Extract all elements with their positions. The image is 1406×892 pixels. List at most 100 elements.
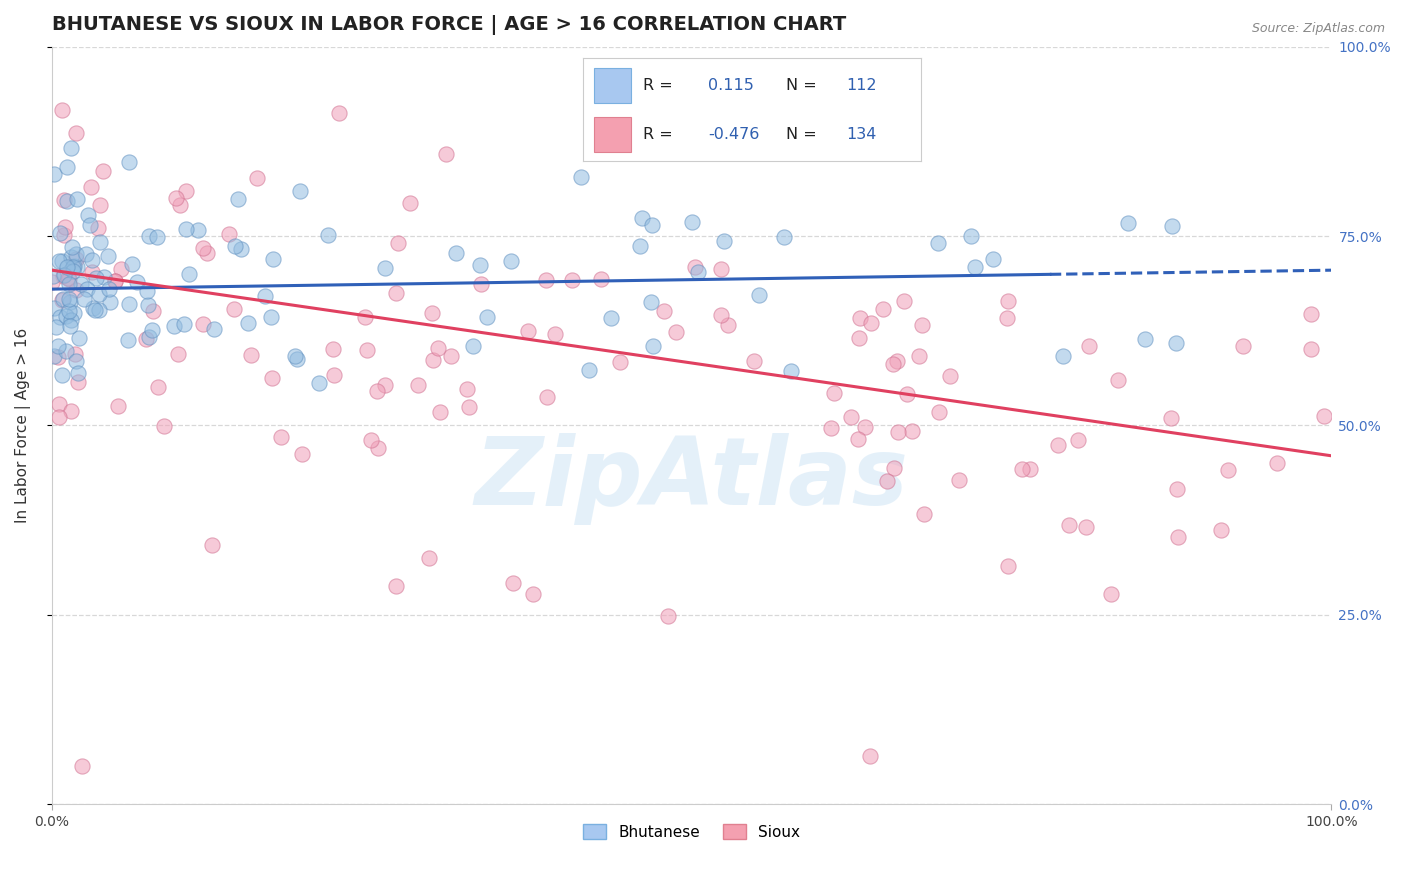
Point xyxy=(145,230,167,244)
Point xyxy=(260,310,283,324)
Point xyxy=(1116,216,1139,230)
Point xyxy=(959,228,981,243)
Point xyxy=(456,382,478,396)
Point xyxy=(42,301,65,315)
Point xyxy=(291,446,314,460)
Point xyxy=(73,292,96,306)
Point xyxy=(860,316,883,330)
Point xyxy=(191,317,214,331)
Text: N =: N = xyxy=(786,128,817,143)
Point xyxy=(683,260,706,274)
Point xyxy=(502,575,524,590)
Point xyxy=(522,587,544,601)
Point xyxy=(224,239,246,253)
Point xyxy=(65,246,87,260)
Point xyxy=(142,304,165,318)
Point xyxy=(46,350,69,364)
Point xyxy=(62,264,84,278)
Point xyxy=(384,579,406,593)
Point xyxy=(1133,332,1156,346)
Point xyxy=(928,405,950,419)
Point xyxy=(1074,520,1097,534)
Point xyxy=(104,274,127,288)
Point xyxy=(440,349,463,363)
Point xyxy=(89,198,111,212)
Point xyxy=(121,257,143,271)
Text: BHUTANESE VS SIOUX IN LABOR FORCE | AGE > 16 CORRELATION CHART: BHUTANESE VS SIOUX IN LABOR FORCE | AGE … xyxy=(52,15,846,35)
Point xyxy=(1166,483,1188,497)
Point xyxy=(51,103,73,117)
Point xyxy=(59,295,82,310)
Point xyxy=(222,301,245,316)
Point xyxy=(84,271,107,285)
Point xyxy=(322,368,344,382)
Point xyxy=(89,235,111,249)
Point xyxy=(780,364,803,378)
Point xyxy=(713,235,735,249)
Text: 0.115: 0.115 xyxy=(709,78,754,93)
Point xyxy=(67,331,90,345)
Point xyxy=(561,273,583,287)
Point xyxy=(60,404,83,418)
Point xyxy=(260,370,283,384)
Point xyxy=(1313,409,1336,424)
Point xyxy=(80,265,103,279)
Point xyxy=(995,311,1018,326)
Point xyxy=(58,272,80,286)
Point xyxy=(169,197,191,211)
Point xyxy=(46,339,69,353)
Point xyxy=(858,749,880,764)
Point xyxy=(1052,349,1074,363)
Point xyxy=(981,252,1004,267)
Point xyxy=(66,192,89,206)
Point xyxy=(41,269,63,284)
Point xyxy=(356,343,378,357)
Point xyxy=(1164,336,1187,351)
Point xyxy=(62,260,84,275)
Point xyxy=(997,559,1019,574)
Point xyxy=(87,287,110,301)
Point xyxy=(262,252,284,267)
Text: Source: ZipAtlas.com: Source: ZipAtlas.com xyxy=(1251,22,1385,36)
Point xyxy=(773,229,796,244)
Point xyxy=(104,274,127,288)
Point xyxy=(63,306,86,320)
Legend: Bhutanese, Sioux: Bhutanese, Sioux xyxy=(576,818,806,846)
Point xyxy=(65,353,87,368)
Point xyxy=(246,171,269,186)
Point xyxy=(65,283,87,297)
Point xyxy=(193,241,215,255)
Point xyxy=(948,473,970,487)
Point xyxy=(665,326,688,340)
Point xyxy=(1066,433,1088,447)
Point xyxy=(387,236,409,251)
Point xyxy=(710,309,733,323)
Point xyxy=(76,282,98,296)
Point xyxy=(883,460,905,475)
Point xyxy=(174,222,197,236)
Point xyxy=(51,293,73,307)
Point xyxy=(354,310,377,324)
Point xyxy=(174,185,197,199)
Point xyxy=(374,378,396,392)
Point xyxy=(91,164,114,178)
Point xyxy=(127,275,149,289)
Point xyxy=(640,294,662,309)
Point xyxy=(517,324,540,338)
Point xyxy=(308,376,330,391)
Point xyxy=(911,318,934,332)
FancyBboxPatch shape xyxy=(593,118,631,153)
Point xyxy=(398,195,420,210)
Text: -0.476: -0.476 xyxy=(709,128,759,143)
Point xyxy=(165,191,187,205)
Point xyxy=(912,507,935,521)
Point xyxy=(908,349,931,363)
Point xyxy=(65,260,87,274)
Point xyxy=(631,211,654,226)
Point xyxy=(77,208,100,222)
Point xyxy=(938,369,960,384)
Point xyxy=(55,343,77,358)
Point xyxy=(65,127,87,141)
Point xyxy=(82,253,104,268)
Point xyxy=(80,180,103,194)
